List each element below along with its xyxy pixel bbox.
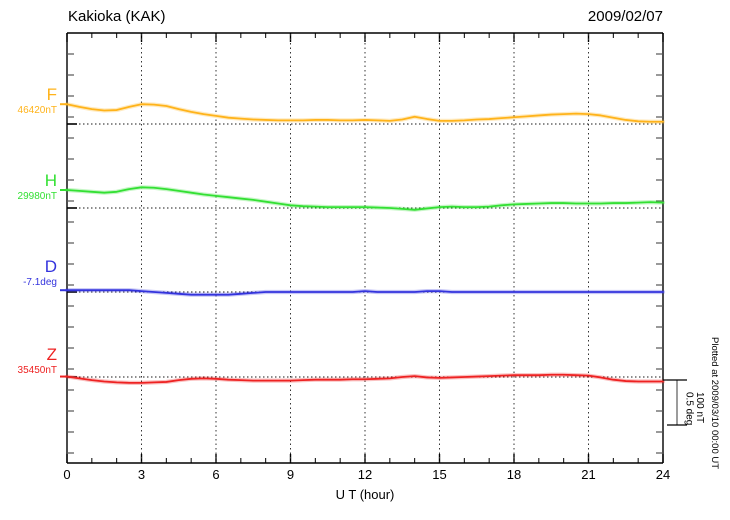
x-tick-label: 24 xyxy=(655,467,671,482)
component-baseline-d: -7.1deg xyxy=(23,277,57,288)
x-tick-label: 0 xyxy=(63,467,71,482)
component-label-d: D -7.1deg xyxy=(0,258,57,288)
x-axis-ticks xyxy=(66,33,664,463)
component-name-h: H xyxy=(44,171,57,190)
x-tick-label: 18 xyxy=(506,467,522,482)
trace-z xyxy=(66,373,664,384)
component-label-z: Z 35450nT xyxy=(0,346,57,376)
y-axis-ticks xyxy=(67,53,663,454)
component-baseline-z: 35450nT xyxy=(17,365,57,376)
trace-h xyxy=(66,186,664,211)
observation-date: 2009/02/07 xyxy=(587,8,663,25)
component-name-f: F xyxy=(46,85,57,104)
trace-f xyxy=(66,103,664,123)
x-tick-label: 12 xyxy=(357,467,373,482)
plotted-at-label: Plotted at 2009/03/10 00:00 UT xyxy=(708,337,720,470)
x-tick-label: 3 xyxy=(137,467,146,482)
component-label-h: H 29980nT xyxy=(0,172,57,202)
scale-bar-line-2: 0.5 deg xyxy=(683,392,695,426)
page-title: Kakioka (KAK) xyxy=(68,8,166,25)
component-name-d: D xyxy=(44,257,57,276)
x-tick-label: 9 xyxy=(286,467,295,482)
x-axis-title: U T (hour) xyxy=(335,487,395,502)
x-tick-label: 15 xyxy=(432,467,447,482)
trace-d xyxy=(66,289,664,296)
x-tick-label: 6 xyxy=(212,467,220,482)
component-baseline-f: 46420nT xyxy=(17,105,57,116)
x-tick-label: 21 xyxy=(581,467,596,482)
component-baseline-h: 29980nT xyxy=(17,191,57,202)
scale-bar-label: 100 nT 0.5 deg xyxy=(683,392,706,426)
scale-bar xyxy=(663,379,687,426)
component-label-f: F 46420nT xyxy=(0,86,57,116)
scale-bar-line-1: 100 nT xyxy=(694,392,705,424)
component-name-z: Z xyxy=(46,345,57,364)
